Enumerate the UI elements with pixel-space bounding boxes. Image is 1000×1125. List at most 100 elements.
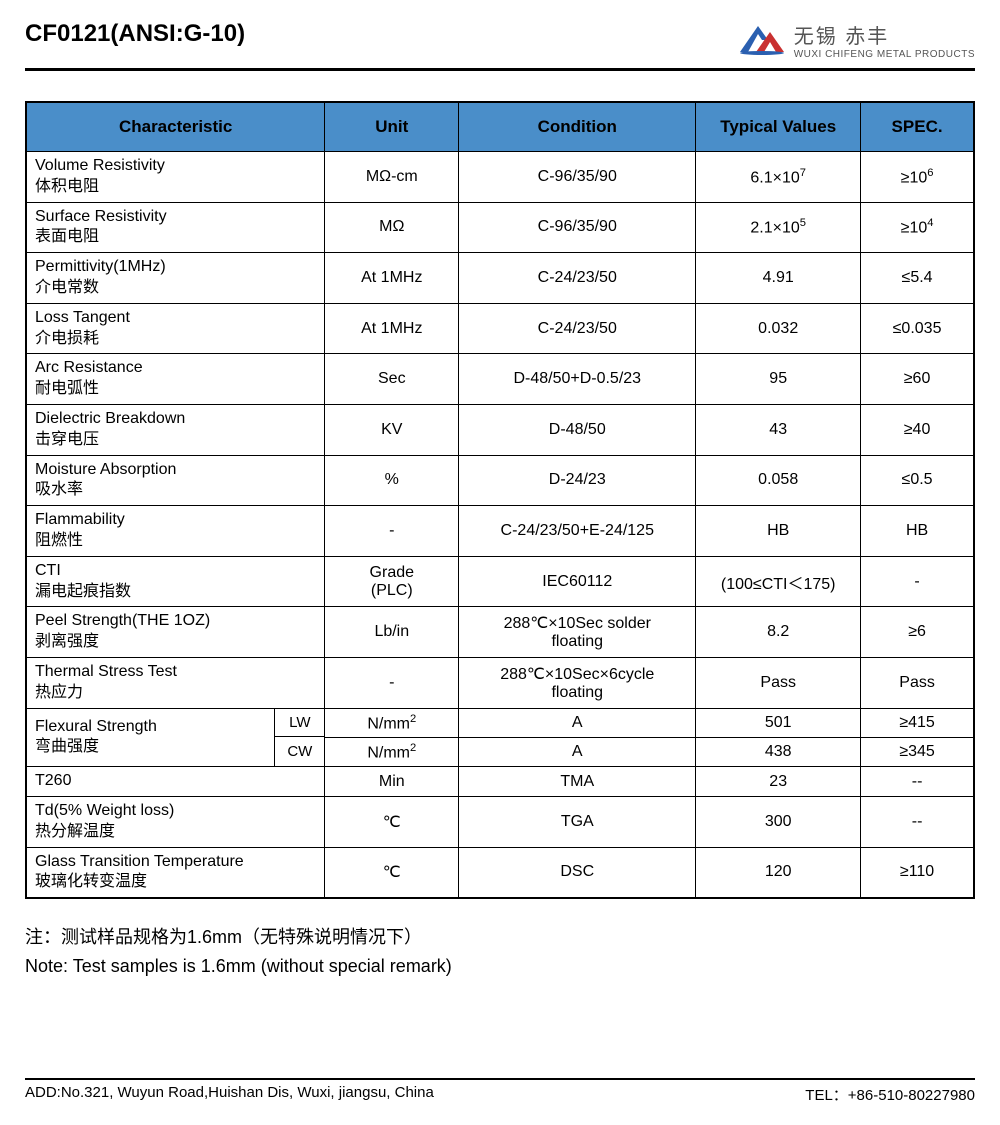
typical-cell: 2.1×105	[696, 202, 861, 253]
condition-cell: D-48/50	[459, 404, 696, 455]
company-name-cn: 无锡 赤丰	[794, 20, 975, 49]
table-row: Moisture Absorption吸水率%D-24/230.058≤0.5	[26, 455, 974, 506]
spec-cell: ≤0.5	[861, 455, 974, 506]
typical-cell: 43	[696, 404, 861, 455]
typical-cell: 438	[696, 737, 861, 766]
spec-cell: --	[861, 796, 974, 847]
footer: ADD:No.321, Wuyun Road,Huishan Dis, Wuxi…	[25, 1078, 975, 1105]
characteristic-cell: Arc Resistance耐电弧性	[26, 354, 325, 405]
unit-cell: %	[325, 455, 459, 506]
condition-cell: TGA	[459, 796, 696, 847]
unit-cell: At 1MHz	[325, 253, 459, 304]
unit-cell: ℃	[325, 847, 459, 898]
spec-cell: ≥106	[861, 152, 974, 203]
spec-cell: --	[861, 767, 974, 797]
footer-address: ADD:No.321, Wuyun Road,Huishan Dis, Wuxi…	[25, 1084, 434, 1105]
column-header: Condition	[459, 102, 696, 152]
characteristic-cell: Td(5% Weight loss)热分解温度	[26, 796, 325, 847]
spec-cell: ≥6	[861, 607, 974, 658]
condition-cell: 288℃×10Sec solderfloating	[459, 607, 696, 658]
typical-cell: 23	[696, 767, 861, 797]
note-cn: 注：测试样品规格为1.6mm（无特殊说明情况下）	[25, 923, 975, 952]
spec-cell: ≥110	[861, 847, 974, 898]
sub-cell: N/mm2	[325, 737, 459, 766]
page-title: CF0121(ANSI:G-10)	[25, 20, 245, 48]
condition-cell: D-48/50+D-0.5/23	[459, 354, 696, 405]
footer-divider	[25, 1078, 975, 1080]
typical-cell: 120	[696, 847, 861, 898]
condition-cell: IEC60112	[459, 556, 696, 607]
condition-cell: A	[459, 708, 696, 737]
column-header: Typical Values	[696, 102, 861, 152]
typical-cell: (100≤CTI＜175)	[696, 556, 861, 607]
characteristic-cell: CTI漏电起痕指数	[26, 556, 325, 607]
spec-cell: ≤5.4	[861, 253, 974, 304]
table-row: Flammability阻燃性-C-24/23/50+E-24/125HBHB	[26, 506, 974, 557]
condition-cell: A	[459, 737, 696, 766]
company-name-en: WUXI CHIFENG METAL PRODUCTS	[794, 49, 975, 60]
typical-cell: 0.032	[696, 303, 861, 354]
characteristic-cell: Moisture Absorption吸水率	[26, 455, 325, 506]
unit-cell: MΩ-cm	[325, 152, 459, 203]
condition-cell: TMA	[459, 767, 696, 797]
condition-cell: D-24/23	[459, 455, 696, 506]
table-row: Arc Resistance耐电弧性SecD-48/50+D-0.5/2395≥…	[26, 354, 974, 405]
unit-cell: Lb/in	[325, 607, 459, 658]
table-row: Thermal Stress Test热应力-288℃×10Sec×6cycle…	[26, 657, 974, 708]
table-row: Td(5% Weight loss)热分解温度℃TGA300--	[26, 796, 974, 847]
unit-cell: -	[325, 657, 459, 708]
typical-cell: 95	[696, 354, 861, 405]
column-header: SPEC.	[861, 102, 974, 152]
sub-cell: N/mm2	[325, 708, 459, 737]
table-row: Glass Transition Temperature玻璃化转变温度℃DSC1…	[26, 847, 974, 898]
typical-cell: 8.2	[696, 607, 861, 658]
unit-cell: At 1MHz	[325, 303, 459, 354]
unit-cell: Min	[325, 767, 459, 797]
spec-cell: Pass	[861, 657, 974, 708]
characteristic-cell: T260	[26, 767, 325, 797]
unit-cell: MΩ	[325, 202, 459, 253]
column-header: Unit	[325, 102, 459, 152]
table-row: Dielectric Breakdown击穿电压KVD-48/5043≥40	[26, 404, 974, 455]
header: CF0121(ANSI:G-10) 无锡 赤丰 WUXI CHIFENG MET…	[25, 20, 975, 60]
table-row: Permittivity(1MHz)介电常数At 1MHzC-24/23/504…	[26, 253, 974, 304]
characteristic-cell: Dielectric Breakdown击穿电压	[26, 404, 325, 455]
typical-cell: 6.1×107	[696, 152, 861, 203]
table-row: Surface Resistivity表面电阻MΩC-96/35/902.1×1…	[26, 202, 974, 253]
typical-cell: 0.058	[696, 455, 861, 506]
characteristic-cell: Surface Resistivity表面电阻	[26, 202, 325, 253]
characteristic-cell: Glass Transition Temperature玻璃化转变温度	[26, 847, 325, 898]
table-header: CharacteristicUnitConditionTypical Value…	[26, 102, 974, 152]
company-text: 无锡 赤丰 WUXI CHIFENG METAL PRODUCTS	[794, 20, 975, 60]
typical-cell: Pass	[696, 657, 861, 708]
unit-cell: -	[325, 506, 459, 557]
spec-cell: HB	[861, 506, 974, 557]
column-header: Characteristic	[26, 102, 325, 152]
spec-cell: ≥60	[861, 354, 974, 405]
note-en: Note: Test samples is 1.6mm (without spe…	[25, 952, 975, 981]
characteristic-cell: Flexural Strength弯曲强度LWCW	[26, 708, 325, 767]
characteristic-cell: Permittivity(1MHz)介电常数	[26, 253, 325, 304]
spec-cell: ≥104	[861, 202, 974, 253]
spec-table: CharacteristicUnitConditionTypical Value…	[25, 101, 975, 899]
spec-cell: ≥345	[861, 737, 974, 766]
table-row: Volume Resistivity体积电阻MΩ-cmC-96/35/906.1…	[26, 152, 974, 203]
unit-cell: Sec	[325, 354, 459, 405]
header-divider	[25, 68, 975, 71]
condition-cell: DSC	[459, 847, 696, 898]
characteristic-cell: Flammability阻燃性	[26, 506, 325, 557]
typical-cell: 4.91	[696, 253, 861, 304]
company-block: 无锡 赤丰 WUXI CHIFENG METAL PRODUCTS	[738, 20, 975, 60]
unit-cell: KV	[325, 404, 459, 455]
typical-cell: HB	[696, 506, 861, 557]
company-logo-icon	[738, 22, 786, 58]
characteristic-cell: Peel Strength(THE 1OZ)剥离强度	[26, 607, 325, 658]
spec-cell: ≥40	[861, 404, 974, 455]
subrow-label: LW	[274, 709, 324, 738]
condition-cell: C-24/23/50+E-24/125	[459, 506, 696, 557]
table-row: CTI漏电起痕指数Grade(PLC)IEC60112(100≤CTI＜175)…	[26, 556, 974, 607]
spec-cell: -	[861, 556, 974, 607]
condition-cell: C-96/35/90	[459, 152, 696, 203]
characteristic-cell: Thermal Stress Test热应力	[26, 657, 325, 708]
notes: 注：测试样品规格为1.6mm（无特殊说明情况下） Note: Test samp…	[25, 923, 975, 981]
